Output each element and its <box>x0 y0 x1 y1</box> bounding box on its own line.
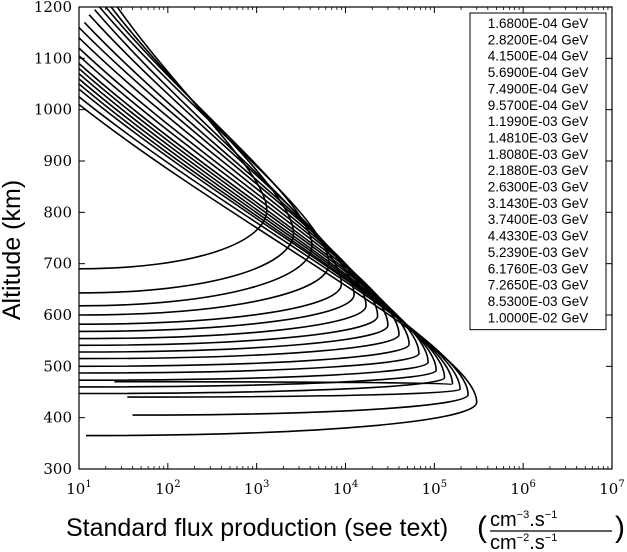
x-tick-base: 10 <box>66 480 85 498</box>
series-curves <box>79 7 478 437</box>
x-tick-exponent: 4 <box>352 479 358 490</box>
legend-entry: 5.6900E-04 GeV <box>488 65 589 80</box>
legend-entry: 1.6800E-04 GeV <box>488 16 589 31</box>
units-close-paren: ) <box>615 511 625 544</box>
x-tick-label: 102 <box>155 479 180 498</box>
units-numerator-part: cm <box>490 509 517 531</box>
series-line <box>79 88 461 398</box>
x-axis-units: ()cm−3.s−1cm−2.s−1 <box>477 509 625 552</box>
y-tick-label: 1100 <box>34 49 72 67</box>
units-numerator-part: .s <box>529 509 545 531</box>
y-tick-label: 1000 <box>34 101 72 119</box>
x-tick-base: 10 <box>155 480 174 498</box>
y-tick-label: 600 <box>43 306 72 324</box>
units-numerator: cm−3.s−1 <box>490 509 557 531</box>
series-line <box>79 55 410 368</box>
y-tick-label: 500 <box>43 357 72 375</box>
y-tick-label: 400 <box>43 409 72 427</box>
x-axis-title: Standard flux production (see text) <box>66 514 448 542</box>
series-line <box>79 83 454 386</box>
units-denominator-part: −1 <box>545 532 558 544</box>
x-tick-base: 10 <box>333 480 352 498</box>
x-tick-exponent: 5 <box>441 479 447 490</box>
x-tick-exponent: 1 <box>85 479 91 490</box>
x-tick-base: 10 <box>422 480 441 498</box>
x-tick-exponent: 7 <box>618 479 624 490</box>
series-line <box>79 78 446 395</box>
legend-entry: 3.7400E-03 GeV <box>488 212 589 227</box>
series-line <box>79 9 343 325</box>
legend-entry: 4.1500E-04 GeV <box>488 49 589 64</box>
series-line <box>79 62 420 374</box>
x-tick-label: 106 <box>510 479 535 498</box>
units-denominator-part: .s <box>529 532 545 552</box>
x-tick-label: 105 <box>422 479 447 498</box>
x-tick-base: 10 <box>510 480 529 498</box>
x-tick-exponent: 6 <box>530 479 536 490</box>
legend-entry: 4.4330E-03 GeV <box>488 229 589 244</box>
x-tick-label: 104 <box>333 479 358 498</box>
x-tick-exponent: 3 <box>263 479 269 490</box>
units-open-paren: ( <box>477 511 487 544</box>
legend-entry: 8.5300E-03 GeV <box>488 294 589 309</box>
x-tick-label: 107 <box>599 479 624 498</box>
series-line <box>79 103 478 437</box>
series-line <box>79 21 367 340</box>
y-axis-title: Altitude (km) <box>0 180 26 320</box>
series-line <box>79 37 389 353</box>
legend-entry: 9.5700E-04 GeV <box>488 98 589 113</box>
series-line <box>79 7 330 316</box>
y-tick-label: 1200 <box>34 0 72 16</box>
legend-entry: 2.1880E-03 GeV <box>488 163 589 178</box>
legend-entry: 6.1760E-03 GeV <box>488 261 589 276</box>
units-numerator-part: −1 <box>545 509 558 521</box>
x-tick-labels: 101 102 103 104 105 106 107 <box>66 479 624 498</box>
units-denominator-part: −2 <box>517 532 530 544</box>
y-tick-label: 300 <box>43 460 72 478</box>
units-denominator: cm−2.s−1 <box>490 532 557 552</box>
legend-entry: 1.8080E-03 GeV <box>488 147 589 162</box>
y-tick-labels: 300 400 500 600 700 800 900 1000 1100 1200 <box>34 0 72 478</box>
x-tick-label: 101 <box>66 479 91 498</box>
legend-entry: 3.1430E-03 GeV <box>488 196 589 211</box>
legend-entry: 2.6300E-03 GeV <box>488 180 589 195</box>
x-tick-label: 103 <box>244 479 269 498</box>
legend-box <box>469 12 607 331</box>
series-line <box>79 73 438 388</box>
series-line <box>79 26 379 347</box>
axis-ticks <box>78 6 613 470</box>
x-tick-base: 10 <box>599 480 618 498</box>
units-denominator-part: cm <box>490 532 517 552</box>
legend-entry: 5.2390E-03 GeV <box>488 245 589 260</box>
x-tick-base: 10 <box>244 480 263 498</box>
series-line <box>79 68 429 381</box>
legend-entry: 1.1990E-03 GeV <box>488 114 589 129</box>
y-tick-label: 800 <box>43 203 72 221</box>
series-line <box>79 96 469 416</box>
legend-entry: 7.2650E-03 GeV <box>488 278 589 293</box>
y-tick-label: 900 <box>43 152 72 170</box>
legend-entry: 1.0000E-02 GeV <box>488 310 589 325</box>
x-tick-exponent: 2 <box>174 479 180 490</box>
legend-entry: 1.4810E-03 GeV <box>488 130 589 145</box>
legend-entry: 2.8200E-04 GeV <box>488 32 589 47</box>
series-line <box>79 47 400 360</box>
y-tick-label: 700 <box>43 255 72 273</box>
legend-entry: 7.4900E-04 GeV <box>488 81 589 96</box>
units-numerator-part: −3 <box>517 509 530 521</box>
